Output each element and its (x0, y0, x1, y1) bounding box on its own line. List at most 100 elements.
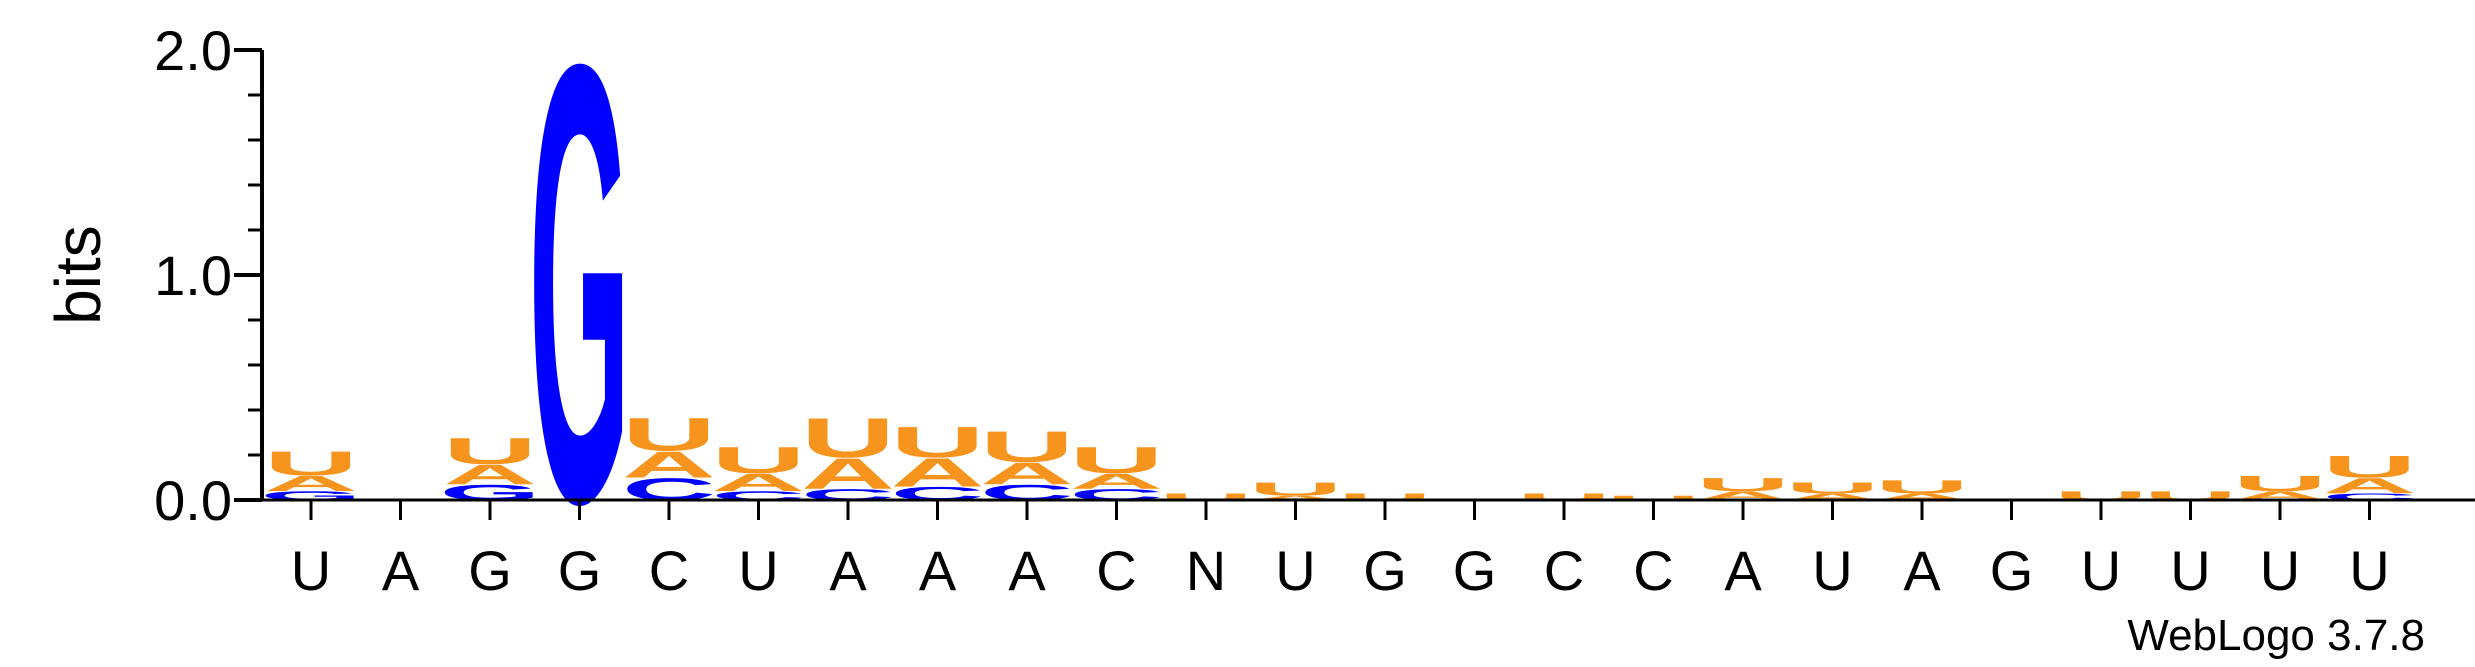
glyph-letter: U (1696, 474, 1790, 495)
axes (234, 48, 2475, 520)
x-tick-label: A (1008, 539, 1046, 602)
glyph-letter: A (2322, 473, 2416, 498)
glyph-letter: U (1875, 476, 1969, 497)
x-tick-label: G (1453, 539, 1497, 602)
x-tick-label: U (2170, 539, 2210, 602)
glyph-letter: U (711, 439, 805, 481)
x-tick-label: A (1903, 539, 1941, 602)
logo-glyph-A: A (711, 468, 805, 496)
glyph-letter: A (1785, 491, 1879, 502)
glyph-letter: A (443, 459, 537, 490)
x-tick-label: U (2081, 539, 2121, 602)
logo-glyph-A: A (264, 471, 358, 496)
x-ticks (309, 500, 2371, 520)
glyph-letter: A (801, 449, 895, 498)
logo-glyph-A: A (801, 449, 895, 498)
glyph-letter: A (711, 468, 805, 496)
logo-glyph-A: A (980, 456, 1074, 491)
x-tick-label: N (1186, 539, 1226, 602)
x-tick-label: U (738, 539, 778, 602)
logo-glyph-A: A (1069, 469, 1163, 494)
logo-glyph-U: U (711, 439, 805, 481)
glyph-letter: G (529, 0, 630, 633)
x-tick-label: C (649, 539, 689, 602)
glyph-letter: U (1159, 491, 1253, 502)
y-tick-label-2: 2.0 (154, 19, 232, 82)
y-major-ticks (234, 48, 262, 502)
logo-glyph-U: U (1517, 491, 1611, 502)
logo-glyph-U: U (801, 407, 895, 470)
glyph-letter: A (264, 471, 358, 496)
glyph-letter: U (1606, 494, 1700, 501)
logo-glyph-U: U (1159, 491, 1253, 502)
x-tick-label: U (1275, 539, 1315, 602)
logo-glyph-A: A (622, 444, 716, 486)
x-tick-label: G (1363, 539, 1407, 602)
glyph-letter: U (2233, 471, 2327, 496)
glyph-letter: U (622, 408, 716, 461)
glyph-letter: A (1248, 494, 1342, 501)
logo-glyph-U: U (622, 408, 716, 461)
glyph-letter: U (2322, 449, 2416, 484)
logo-glyph-U: U (1248, 479, 1342, 500)
x-tick-label: G (558, 539, 602, 602)
x-tick-label: G (1990, 539, 2034, 602)
y-tick-label-0: 0.0 (154, 469, 232, 532)
logo-glyph-U: U (1875, 476, 1969, 497)
x-tick-label: C (1633, 539, 1673, 602)
y-minor-ticks (248, 48, 262, 457)
x-tick-label: U (2260, 539, 2300, 602)
logo-glyph-A: A (1248, 494, 1342, 501)
logo-glyph-C: C (2322, 491, 2416, 502)
glyph-letter: U (1785, 479, 1879, 497)
logo-glyph-A: A (890, 450, 984, 495)
x-tick-label: U (291, 539, 331, 602)
glyph-letter: U (264, 445, 358, 483)
y-axis-label: bits (42, 225, 114, 325)
logo-glyph-U: U (443, 430, 537, 472)
logo-glyph-A: A (1875, 491, 1969, 502)
x-tick-label: A (919, 539, 957, 602)
logo-glyph-U: U (264, 445, 358, 483)
x-tick-label: U (2349, 539, 2389, 602)
logo-glyph-U: U (1785, 479, 1879, 497)
logo-glyph-U: U (2322, 449, 2416, 484)
glyph-letter: A (1875, 491, 1969, 502)
glyph-letter: U (1069, 439, 1163, 481)
glyph-letter: C (2322, 491, 2416, 502)
logo-glyph-U: U (1606, 494, 1700, 501)
logo-glyph-U: U (890, 418, 984, 467)
weblogo-credit: WebLogo 3.7.8 (2127, 611, 2425, 660)
glyph-letter: U (1517, 491, 1611, 502)
x-tick-label: A (382, 539, 420, 602)
logo-glyph-U: U (2233, 471, 2327, 496)
logo-glyph-U: U (1696, 474, 1790, 495)
logo-glyph-A: A (2322, 473, 2416, 498)
logo-glyph-A: A (1785, 491, 1879, 502)
x-tick-label: A (829, 539, 867, 602)
logo-glyph-G: G (529, 0, 630, 633)
glyph-letter: U (980, 422, 1074, 471)
glyph-letter: U (443, 430, 537, 472)
y-tick-label-1: 1.0 (154, 244, 232, 307)
x-tick-label: A (1724, 539, 1762, 602)
logo-glyph-A: A (443, 459, 537, 490)
glyph-letter: U (801, 407, 895, 470)
x-tick-label: C (1096, 539, 1136, 602)
glyph-letter: U (890, 418, 984, 467)
glyph-letter: U (1248, 479, 1342, 500)
glyph-letter: A (890, 450, 984, 495)
glyph-letter: A (980, 456, 1074, 491)
x-tick-label: C (1544, 539, 1584, 602)
x-tick-label: U (1812, 539, 1852, 602)
logo-glyph-U: U (980, 422, 1074, 471)
glyph-letter: U (1338, 491, 1432, 502)
x-tick-label: G (468, 539, 512, 602)
glyph-letter: A (622, 444, 716, 486)
glyph-letter: A (1069, 469, 1163, 494)
logo-glyph-U: U (1069, 439, 1163, 481)
logo-glyph-U: U (1338, 491, 1432, 502)
